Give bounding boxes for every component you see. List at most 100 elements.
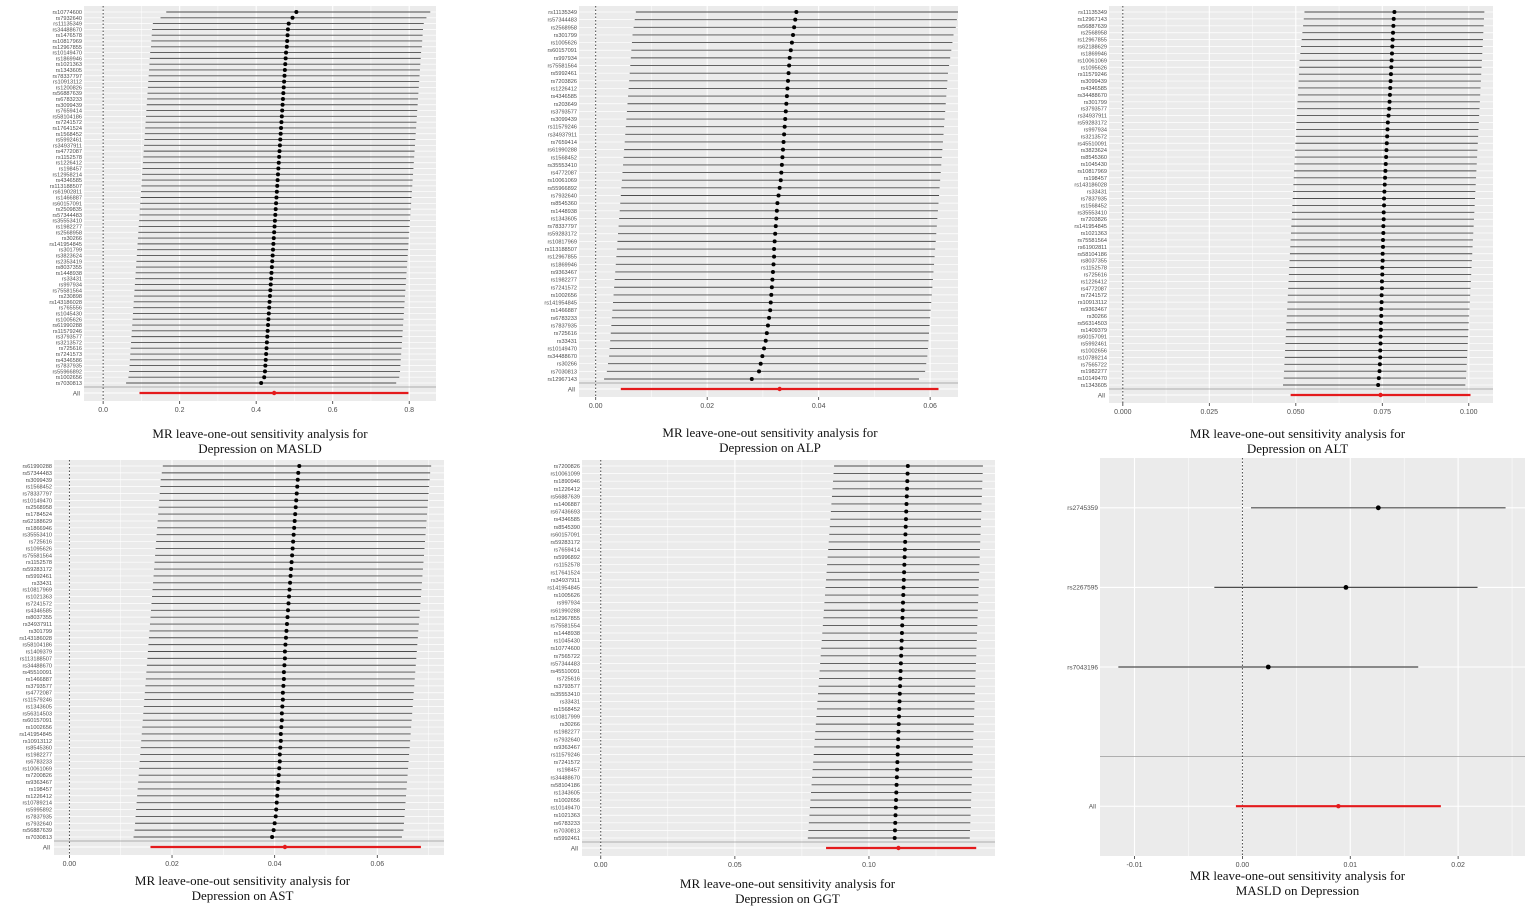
- snp-label: rs34488670: [52, 27, 82, 33]
- snp-label: rs301799: [554, 33, 577, 39]
- snp-label: rs5992461: [56, 138, 82, 144]
- point-estimate: [901, 593, 906, 598]
- point-estimate: [793, 17, 798, 22]
- snp-label: rs113188507: [20, 656, 52, 662]
- snp-label: rs2267595: [1067, 585, 1098, 592]
- snp-label: rs1200826: [56, 85, 82, 91]
- point-estimate: [1389, 51, 1394, 56]
- snp-label: rs35553410: [550, 692, 580, 698]
- snp-label: rs10789214: [22, 801, 52, 807]
- point-estimate: [281, 91, 286, 96]
- snp-label: rs1866946: [26, 526, 52, 532]
- snp-label: rs5992461: [1081, 342, 1107, 348]
- point-estimate: [297, 464, 302, 468]
- snp-label: rs33431: [62, 277, 82, 283]
- x-tick-label: 0.00: [1236, 862, 1250, 869]
- snp-label: rs1226412: [26, 794, 52, 800]
- point-estimate: [272, 218, 277, 223]
- snp-label: rs6783233: [56, 97, 82, 103]
- point-estimate: [898, 661, 903, 666]
- snp-label: rs55966892: [52, 369, 82, 375]
- snp-label: rs1002656: [551, 293, 577, 299]
- x-tick-label: 0.02: [165, 861, 179, 868]
- point-estimate: [902, 562, 907, 567]
- snp-label: rs7203826: [1081, 217, 1107, 223]
- snp-label: rs60157091: [547, 48, 577, 54]
- overall-label: All: [1098, 393, 1106, 400]
- snp-label: rs6783233: [26, 759, 52, 765]
- snp-label: rs7200826: [26, 773, 52, 779]
- point-estimate: [1387, 99, 1392, 104]
- snp-label: rs7659414: [56, 109, 82, 115]
- forest-plot-alp: rs11135349 rs57344483 rs2568958 rs301799 rs1…: [520, 0, 1025, 458]
- point-estimate: [1390, 37, 1395, 42]
- snp-label: rs1982277: [551, 278, 577, 284]
- point-estimate: [786, 78, 791, 83]
- point-estimate: [274, 201, 279, 206]
- point-estimate: [777, 185, 782, 190]
- snp-label: rs75581564: [547, 64, 577, 70]
- snp-label: rs1226412: [551, 86, 577, 92]
- snp-label: rs60157091: [1077, 335, 1107, 341]
- point-estimate: [268, 288, 273, 293]
- snp-label: rs2568958: [26, 505, 52, 511]
- point-estimate: [1382, 196, 1387, 201]
- point-estimate: [286, 601, 291, 606]
- snp-label: rs17641524: [52, 126, 82, 132]
- point-estimate: [267, 299, 272, 304]
- point-estimate: [1383, 175, 1388, 180]
- point-estimate: [290, 15, 295, 20]
- x-tick-label: 0.050: [1287, 409, 1305, 416]
- point-estimate: [273, 814, 278, 819]
- snp-label: rs1005626: [56, 317, 82, 323]
- snp-label: rs1466887: [26, 677, 52, 683]
- snp-label: rs725616: [554, 331, 577, 337]
- chart-title-line-1: MR leave-one-out sensitivity analysis fo…: [1189, 868, 1406, 883]
- x-tick-label: 0.00: [594, 862, 608, 869]
- overall-point-estimate: [777, 386, 782, 392]
- point-estimate: [896, 722, 901, 727]
- snp-label: rs34488670: [22, 663, 52, 669]
- point-estimate: [904, 501, 909, 506]
- snp-label: rs7241572: [1081, 293, 1107, 299]
- snp-label: rs12967855: [550, 616, 580, 622]
- snp-label: rs1448938: [554, 631, 580, 637]
- snp-label: rs1568452: [56, 132, 82, 138]
- chart-title-masld-on-depression: MR leave-one-out sensitivity analysis fo…: [1115, 868, 1480, 898]
- snp-label: rs1568452: [26, 485, 52, 491]
- point-estimate: [284, 622, 289, 627]
- point-estimate: [282, 79, 287, 84]
- snp-label: rs56887639: [550, 494, 580, 500]
- point-estimate: [899, 653, 904, 658]
- x-tick-label: -0.01: [1127, 862, 1143, 869]
- chart-title-line-2: Depression on GGT: [735, 891, 840, 906]
- snp-label: rs1002656: [1081, 348, 1107, 354]
- snp-label: rs3793577: [554, 684, 580, 690]
- forest-plot-alt: rs11135349 rs12967143 rs56887639 rs2568958 r…: [1030, 0, 1535, 458]
- point-estimate: [899, 631, 904, 636]
- snp-label: rs10913112: [23, 739, 52, 745]
- point-estimate: [894, 798, 899, 803]
- snp-label: rs2568958: [56, 230, 82, 236]
- point-estimate: [294, 498, 299, 503]
- point-estimate: [269, 265, 274, 270]
- point-estimate: [277, 143, 282, 148]
- snp-label: rs1448938: [56, 271, 82, 277]
- snp-label: rs10149470: [1077, 376, 1107, 382]
- snp-label: rs1343605: [26, 704, 52, 710]
- point-estimate: [749, 377, 754, 381]
- x-tick-label: 0.8: [404, 407, 414, 414]
- snp-label: rs57344483: [550, 661, 580, 667]
- chart-title-ggt: MR leave-one-out sensitivity analysis fo…: [605, 876, 970, 906]
- point-estimate: [262, 375, 267, 380]
- snp-label: rs1890946: [554, 479, 580, 485]
- x-tick-label: 0.06: [370, 861, 384, 868]
- snp-label: rs45510091: [22, 670, 52, 676]
- snp-label: rs1045430: [554, 639, 580, 645]
- point-estimate: [276, 780, 281, 785]
- point-estimate: [898, 676, 903, 681]
- x-tick-label: 0.100: [1460, 409, 1478, 416]
- point-estimate: [270, 259, 275, 264]
- snp-label: rs4346585: [1081, 86, 1107, 92]
